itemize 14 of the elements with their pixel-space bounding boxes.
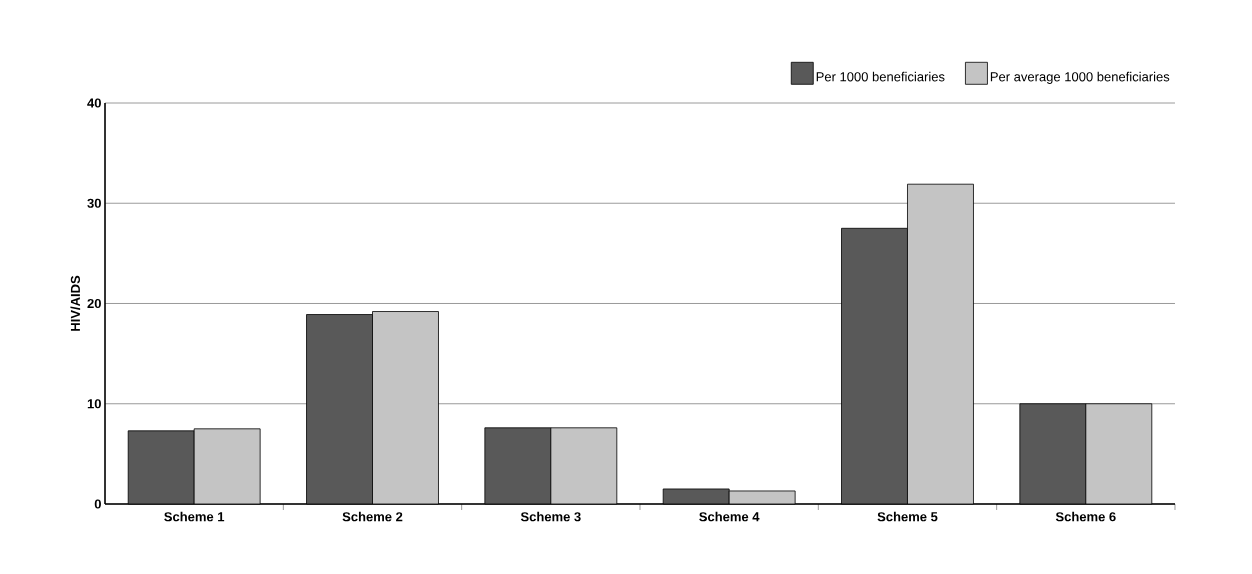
x-tick-label: Scheme 4 [699,511,760,522]
x-tick-label: Scheme 2 [342,511,403,522]
y-tick-label: 0 [94,499,101,509]
y-tick-label: 40 [87,98,101,108]
x-tick-label: Scheme 3 [520,511,581,522]
x-tick-label: Scheme 6 [1055,511,1116,522]
y-tick-label: 10 [87,399,101,409]
y-tick-label: 30 [87,198,101,208]
y-axis-title: HIV/AIDS [70,275,81,331]
x-tick-label: Scheme 5 [877,511,938,522]
legend-label: Per average 1000 beneficiaries [990,71,1170,84]
x-tick-label: Scheme 1 [164,511,225,522]
y-tick-label: 20 [87,298,101,309]
legend-label: Per 1000 beneficiaries [816,71,945,82]
